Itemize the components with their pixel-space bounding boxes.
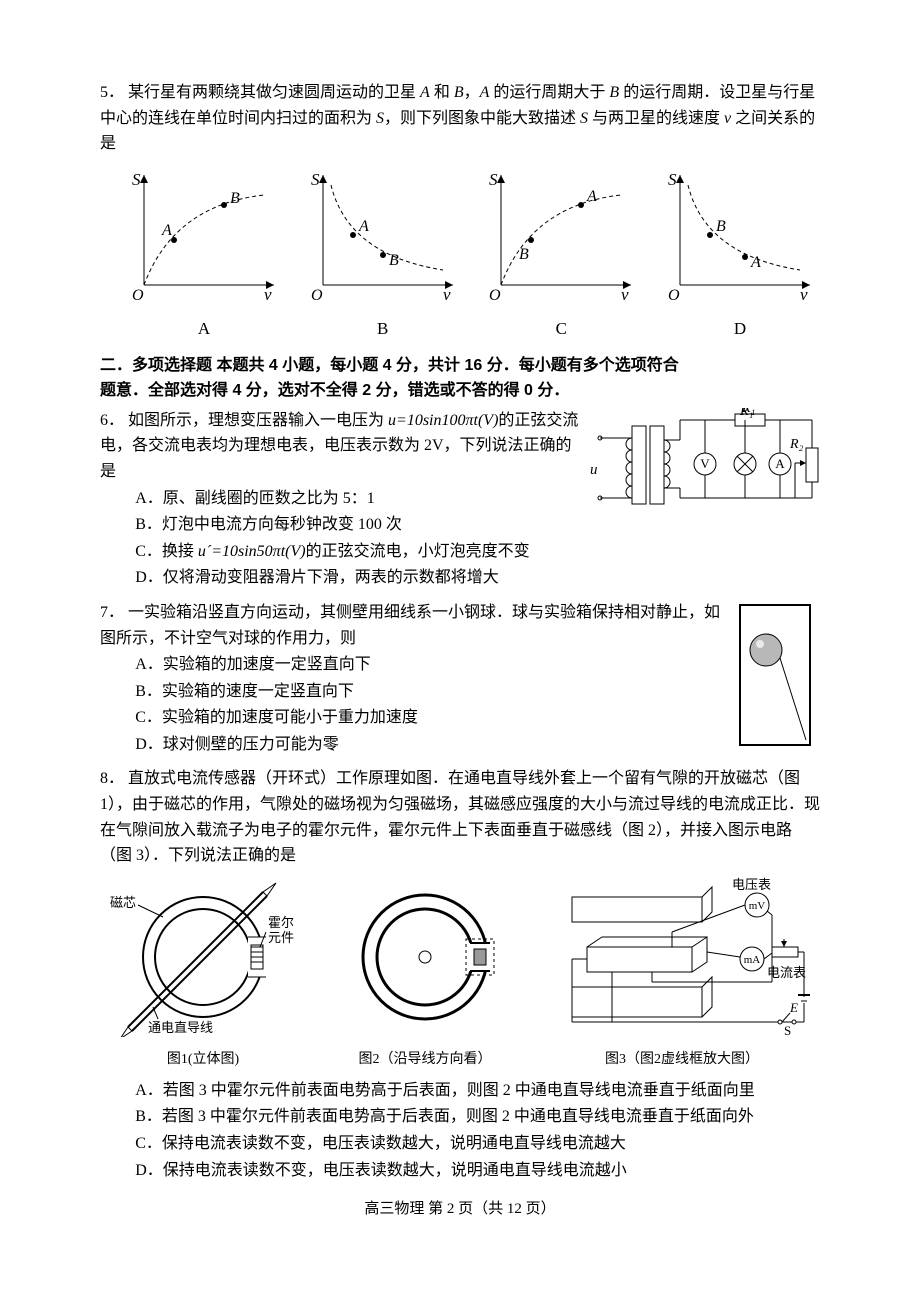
fig3-caption: 图3（图2虚线框放大图） <box>552 1049 812 1071</box>
chart-c-label: C <box>481 315 641 342</box>
fig3-svg: mV 电压表 mA 电流表 E S <box>552 877 812 1037</box>
svg-text:B: B <box>716 218 726 235</box>
svg-text:O: O <box>311 287 323 304</box>
section-2-title: 二．多项选择题 本题共 4 小题，每小题 4 分，共计 16 分．每小题有多个选… <box>100 353 820 404</box>
q7-opt-b: B．实验箱的速度一定竖直向下 <box>135 679 820 705</box>
svg-text:电流表: 电流表 <box>767 965 806 980</box>
chart-c-svg: A B S v O <box>481 165 641 305</box>
svg-text:S: S <box>489 170 498 189</box>
q5-chart-a: A B S v O A <box>124 165 284 343</box>
svg-text:mA: mA <box>744 954 761 966</box>
svg-text:B: B <box>389 252 399 269</box>
q6-stem: 如图所示，理想变压器输入一电压为 u=10sin100πt(V)的正弦交流电，各… <box>100 412 578 480</box>
chart-a-label: A <box>124 315 284 342</box>
q6-number: 6． <box>100 412 124 429</box>
chart-a-svg: A B S v O <box>124 165 284 305</box>
chart-d-label: D <box>660 315 820 342</box>
q5-charts: A B S v O A A B S v O B A B S v <box>100 165 820 343</box>
q7-opt-a: A．实验箱的加速度一定竖直向下 <box>135 652 820 678</box>
q8-fig1: 磁芯 霍尔 元件 通电直导线 图1(立体图) <box>108 877 298 1072</box>
q8-options: A．若图 3 中霍尔元件前表面电势高于后表面，则图 2 中通电直导线电流垂直于纸… <box>100 1078 820 1183</box>
q6-circuit: u R₁ R₂ A V R₁ <box>590 408 820 518</box>
svg-text:S: S <box>784 1023 791 1037</box>
svg-text:v: v <box>264 285 272 304</box>
q7-number: 7． <box>100 604 124 621</box>
q8-opt-b: B．若图 3 中霍尔元件前表面电势高于后表面，则图 2 中通电直导线电流垂直于纸… <box>135 1104 820 1130</box>
svg-text:mV: mV <box>749 900 766 912</box>
q7-options: A．实验箱的加速度一定竖直向下 B．实验箱的速度一定竖直向下 C．实验箱的加速度… <box>100 652 820 757</box>
q5-number: 5． <box>100 84 124 101</box>
q7-figure <box>730 600 820 750</box>
svg-text:磁芯: 磁芯 <box>110 895 136 910</box>
svg-text:A: A <box>161 222 172 239</box>
svg-text:通电直导线: 通电直导线 <box>148 1020 213 1035</box>
svg-text:E: E <box>789 1000 798 1015</box>
q7-stem: 一实验箱沿竖直方向运动，其侧壁用细线系一小钢球．球与实验箱保持相对静止，如图所示… <box>100 604 720 647</box>
q5-stem: 某行星有两颗绕其做匀速圆周运动的卫星 A 和 B，A 的运行周期大于 B 的运行… <box>100 84 815 152</box>
q8-opt-c: C．保持电流表读数不变，电压表读数越大，说明通电直导线电流越大 <box>135 1131 820 1157</box>
svg-text:电压表: 电压表 <box>732 877 771 892</box>
question-7: 7． 一实验箱沿竖直方向运动，其侧壁用细线系一小钢球．球与实验箱保持相对静止，如… <box>100 600 820 759</box>
svg-text:V: V <box>700 456 710 471</box>
q8-stem: 直放式电流传感器（开环式）工作原理如图．在通电直导线外套上一个留有气隙的开放磁芯… <box>100 770 820 864</box>
svg-text:O: O <box>132 287 144 304</box>
svg-text:S: S <box>668 170 677 189</box>
chart-b-label: B <box>303 315 463 342</box>
fig2-svg <box>340 877 510 1037</box>
fig1-svg: 磁芯 霍尔 元件 通电直导线 <box>108 877 298 1037</box>
chart-d-svg: B A S v O <box>660 165 820 305</box>
q6-opt-d: D．仅将滑动变阻器滑片下滑，两表的示数都将增大 <box>135 565 820 591</box>
fig1-caption: 图1(立体图) <box>108 1049 298 1071</box>
svg-text:A: A <box>750 254 761 271</box>
svg-text:R₁: R₁ <box>741 408 755 416</box>
q8-figures: 磁芯 霍尔 元件 通电直导线 图1(立体图) 图2（沿导线方向看） <box>100 877 820 1072</box>
svg-text:u: u <box>590 462 598 478</box>
svg-text:S: S <box>311 170 320 189</box>
q7-opt-d: D．球对侧壁的压力可能为零 <box>135 732 820 758</box>
page-footer: 高三物理 第 2 页（共 12 页） <box>100 1197 820 1221</box>
svg-text:O: O <box>489 287 501 304</box>
fig2-caption: 图2（沿导线方向看） <box>340 1049 510 1071</box>
q8-fig3: mV 电压表 mA 电流表 E S 图3（图2虚线框放大图） <box>552 877 812 1072</box>
q5-chart-b: A B S v O B <box>303 165 463 343</box>
q8-opt-a: A．若图 3 中霍尔元件前表面电势高于后表面，则图 2 中通电直导线电流垂直于纸… <box>135 1078 820 1104</box>
chart-b-svg: A B S v O <box>303 165 463 305</box>
q7-opt-c: C．实验箱的加速度可能小于重力加速度 <box>135 705 820 731</box>
q5-chart-d: B A S v O D <box>660 165 820 343</box>
q8-fig2: 图2（沿导线方向看） <box>340 877 510 1072</box>
svg-text:O: O <box>668 287 680 304</box>
q8-opt-d: D．保持电流表读数不变，电压表读数越大，说明通电直导线电流越小 <box>135 1158 820 1184</box>
svg-text:B: B <box>519 246 529 263</box>
svg-text:B: B <box>230 190 240 207</box>
svg-text:元件: 元件 <box>268 930 294 945</box>
question-8: 8． 直放式电流传感器（开环式）工作原理如图．在通电直导线外套上一个留有气隙的开… <box>100 766 820 868</box>
svg-text:v: v <box>443 285 451 304</box>
svg-text:v: v <box>621 285 629 304</box>
svg-text:A: A <box>775 456 785 471</box>
svg-text:v: v <box>800 285 808 304</box>
svg-text:A: A <box>358 218 369 235</box>
svg-text:A: A <box>586 188 597 205</box>
svg-text:霍尔: 霍尔 <box>268 915 294 930</box>
svg-text:S: S <box>132 170 141 189</box>
q5-chart-c: A B S v O C <box>481 165 641 343</box>
svg-text:R₂: R₂ <box>789 437 804 452</box>
question-6: u R₁ R₂ A V R₁ 6． 如图所示，理想变压器输入一电压为 u=10s… <box>100 408 820 592</box>
q6-opt-c: C．换接 u´=10sin50πt(V)的正弦交流电，小灯泡亮度不变 <box>135 539 820 565</box>
q8-number: 8． <box>100 770 124 787</box>
question-5: 5． 某行星有两颗绕其做匀速圆周运动的卫星 A 和 B，A 的运行周期大于 B … <box>100 80 820 157</box>
